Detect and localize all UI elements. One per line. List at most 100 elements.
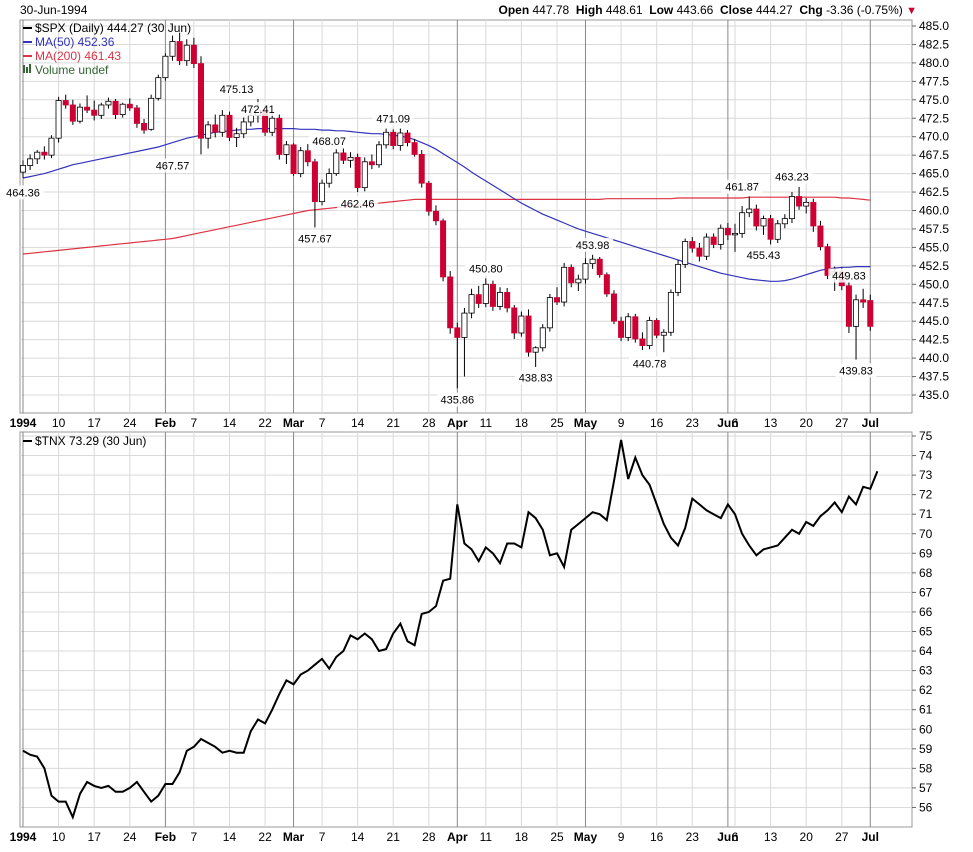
yield-y-tick-label: 63 (919, 664, 933, 678)
yield-x-tick-label: Jul (862, 830, 879, 844)
candle (311, 158, 318, 228)
candle-body (340, 152, 347, 161)
candle (219, 110, 226, 137)
candle (639, 332, 646, 350)
price-annotation-bg (828, 268, 870, 283)
candle (183, 39, 190, 66)
candle (425, 180, 432, 216)
candle-body (226, 114, 233, 138)
candle-body (554, 297, 561, 303)
candle-body (212, 124, 219, 133)
candle-body (696, 247, 703, 257)
candle (319, 179, 326, 206)
yield-y-tick-label: 69 (919, 546, 933, 560)
candle (112, 99, 119, 119)
candle-body (112, 100, 119, 115)
candle-body (568, 266, 575, 284)
candle (126, 98, 133, 111)
candle-body (440, 220, 447, 278)
price-annotation-bg (2, 185, 44, 200)
candle-body (183, 44, 190, 62)
candle (276, 114, 283, 160)
candle (347, 152, 354, 168)
candle (660, 329, 667, 353)
yield-x-tick-label: 7 (191, 830, 198, 844)
candle (788, 192, 795, 224)
candle (133, 104, 140, 128)
candle (767, 214, 774, 245)
yield-y-tick-label: 62 (919, 683, 933, 697)
candle (667, 289, 674, 336)
candle-body (753, 208, 760, 227)
candle (98, 102, 105, 119)
candle (48, 135, 55, 159)
candle (703, 233, 710, 260)
yield-legend-entry: $TNX 73.29 (30 Jun) (35, 434, 146, 448)
candle (240, 117, 247, 139)
candle (575, 274, 582, 291)
yield-x-tick-label: 17 (88, 830, 102, 844)
price-annotation-bg (237, 101, 279, 116)
candle-body (589, 258, 596, 265)
price-legend-entry: MA(50) 452.36 (35, 35, 115, 49)
candle-body (290, 144, 297, 174)
candle-body (860, 299, 867, 303)
price-annotation-bg (721, 179, 763, 194)
candle (739, 206, 746, 238)
candle-body (326, 173, 333, 184)
candle (810, 198, 817, 232)
candle-body (411, 142, 418, 155)
price-x-tick-label: 13 (764, 416, 778, 430)
yield-x-tick-label: Mar (283, 830, 305, 844)
candle (354, 153, 361, 193)
price-annotation-bg (771, 169, 813, 184)
candle (190, 37, 197, 69)
candle (62, 94, 69, 109)
price-x-tick-label: 11 (480, 416, 493, 430)
candle-body (311, 161, 318, 203)
candle-body (69, 104, 76, 122)
candle (489, 280, 496, 311)
candle (504, 287, 511, 313)
price-y-tick-label: 477.5 (919, 74, 949, 88)
candle (610, 290, 617, 325)
candle (19, 160, 26, 179)
candle (632, 313, 639, 343)
candle (589, 254, 596, 269)
price-annotation: 463.23 (775, 172, 809, 184)
volume-icon (26, 67, 28, 73)
candle (824, 243, 831, 280)
candle (646, 316, 653, 350)
candle-body (632, 316, 639, 340)
high-label: High (575, 3, 603, 17)
price-annotation-bg (308, 133, 350, 148)
price-x-tick-label: 21 (387, 416, 401, 430)
candle-body (404, 132, 411, 144)
price-annotation: 435.86 (440, 395, 474, 407)
candle-body (447, 276, 454, 329)
candle-body (489, 283, 496, 307)
candle-body (133, 107, 140, 124)
candle-body (539, 327, 546, 349)
candle-body (454, 327, 461, 338)
price-y-tick-label: 440.0 (919, 351, 949, 365)
low-value: 443.66 (676, 3, 714, 17)
yield-y-tick-label: 64 (919, 644, 933, 658)
candle-body (717, 227, 724, 245)
price-x-tick-label: 9 (618, 416, 625, 430)
candle-body (867, 300, 874, 327)
price-legend-entry: MA(200) 461.43 (35, 49, 121, 63)
candle-body (197, 63, 204, 139)
candle (361, 157, 368, 192)
candle-body (84, 106, 91, 111)
candle-body (618, 320, 625, 338)
candle (867, 294, 874, 331)
candle-body (788, 196, 795, 220)
candle (383, 128, 390, 149)
candle-body (76, 106, 83, 122)
candle-body (767, 218, 774, 240)
price-annotation: 455.43 (747, 250, 781, 262)
candle (596, 256, 603, 278)
candle-body (653, 320, 660, 336)
